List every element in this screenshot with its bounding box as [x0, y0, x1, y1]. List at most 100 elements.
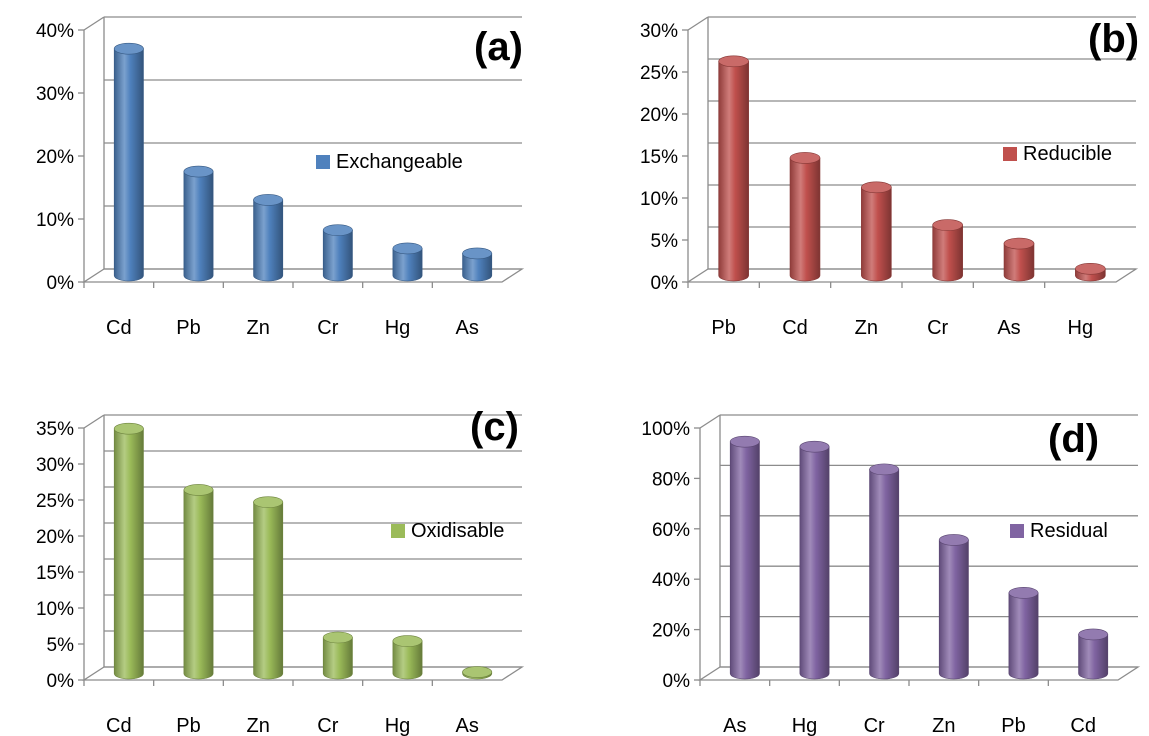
- x-tick-label: Cr: [317, 317, 338, 339]
- chart-floor: [81, 666, 525, 681]
- chart-floor: [685, 268, 1139, 283]
- bar-top-hg: [392, 635, 423, 647]
- bar-top-pb: [183, 484, 214, 496]
- y-axis-top-edge: [83, 414, 105, 429]
- y-tick-label: 10%: [640, 189, 678, 210]
- panel-label: (a): [474, 25, 523, 69]
- bar-cd: [1078, 634, 1109, 680]
- y-axis-top-edge: [83, 16, 105, 31]
- bar-top-hg: [392, 242, 423, 255]
- panel-label: (b): [1088, 17, 1139, 61]
- bar-as: [462, 253, 493, 282]
- y-tick-label: 60%: [652, 520, 690, 541]
- x-tick-label: Pb: [711, 317, 735, 339]
- bar-cr: [322, 229, 353, 282]
- bar-top-cr: [932, 219, 963, 231]
- bar-cd: [113, 428, 144, 680]
- x-tick-label: Cd: [106, 317, 132, 339]
- bar-zn: [253, 199, 284, 282]
- y-tick-label: 20%: [652, 621, 690, 642]
- bar-cr: [932, 224, 963, 282]
- x-tick-label: As: [723, 715, 746, 736]
- x-tick-label: Pb: [176, 317, 200, 339]
- bar-as: [1003, 243, 1035, 282]
- y-axis-top-edge: [699, 414, 721, 429]
- y-tick-label: 35%: [36, 419, 74, 440]
- x-tick-label: Zn: [246, 317, 269, 339]
- x-tick-label: Cr: [317, 715, 338, 736]
- bar-top-cd: [113, 422, 144, 435]
- y-tick-label: 0%: [651, 273, 679, 294]
- y-tick-label: 5%: [47, 635, 75, 656]
- y-tick-label: 30%: [640, 21, 678, 42]
- y-tick-label: 25%: [640, 63, 678, 84]
- x-tick-label: Zn: [855, 317, 878, 339]
- bar-pb: [183, 171, 214, 282]
- bar-as: [729, 441, 760, 680]
- bar-top-zn: [938, 534, 969, 546]
- bar-top-hg: [1075, 262, 1106, 275]
- x-tick-label: Pb: [1001, 715, 1025, 736]
- x-tick-label: Cd: [782, 317, 808, 339]
- y-tick-label: 5%: [651, 231, 679, 252]
- bar-pb: [183, 489, 214, 680]
- bar-cr: [869, 469, 900, 680]
- chart-panel-1: 0% 10% 20% 30% 40% Cd Pb Zn Cr Hg As Exchangeable (a…: [36, 16, 525, 339]
- x-tick-label: Hg: [792, 715, 818, 736]
- x-tick-label: Zn: [932, 715, 955, 736]
- chart-floor: [81, 268, 525, 283]
- chart-panel-3: 0% 5% 10% 15% 20% 25% 30% 35% Cd Pb Zn Cr Hg As Oxidis…: [36, 405, 525, 736]
- bar-top-zn: [253, 194, 284, 206]
- y-tick-label: 15%: [640, 147, 678, 168]
- y-tick-label: 10%: [36, 210, 74, 231]
- y-tick-label: 20%: [36, 147, 74, 168]
- bar-pb: [718, 61, 749, 282]
- legend-swatch: [1003, 147, 1017, 161]
- panel-label: (c): [470, 405, 519, 449]
- y-tick-label: 0%: [47, 671, 75, 692]
- legend-label: Residual: [1030, 520, 1108, 542]
- y-tick-label: 40%: [652, 570, 690, 591]
- x-tick-label: As: [997, 317, 1020, 339]
- x-tick-label: Hg: [385, 715, 411, 736]
- bar-top-as: [462, 666, 493, 678]
- bar-hg: [392, 248, 423, 282]
- x-tick-label: Pb: [176, 715, 200, 736]
- y-tick-label: 30%: [36, 455, 74, 476]
- y-tick-label: 10%: [36, 599, 74, 620]
- bar-top-cr: [322, 224, 353, 236]
- chart-floor: [697, 666, 1141, 681]
- x-tick-label: As: [455, 715, 478, 736]
- x-tick-label: Cr: [864, 715, 885, 736]
- y-tick-label: 40%: [36, 21, 74, 42]
- bar-top-cd: [1078, 628, 1109, 641]
- bar-top-cr: [869, 463, 900, 476]
- bar-zn: [253, 501, 284, 680]
- x-tick-label: Zn: [246, 715, 269, 736]
- bar-zn: [938, 539, 969, 680]
- x-tick-label: Cd: [1070, 715, 1096, 736]
- legend-swatch: [391, 524, 405, 538]
- panel-label: (d): [1048, 417, 1099, 461]
- legend-label: Oxidisable: [411, 520, 504, 542]
- y-axis-top-edge: [687, 16, 709, 31]
- bar-top-hg: [799, 440, 830, 453]
- chart-panel-4: 0% 20% 40% 60% 80% 100% As Hg Cr Zn Pb Cd Residual (d…: [641, 414, 1141, 736]
- bar-top-pb: [718, 55, 749, 68]
- bar-top-cd: [113, 42, 144, 55]
- bar-hg: [799, 446, 830, 680]
- x-tick-label: As: [455, 317, 478, 339]
- bar-top-pb: [1008, 587, 1039, 599]
- y-tick-label: 100%: [641, 419, 690, 440]
- bar-top-cr: [322, 631, 353, 644]
- x-tick-label: Hg: [385, 317, 411, 339]
- y-tick-label: 25%: [36, 491, 74, 512]
- bar-top-cd: [789, 152, 821, 164]
- bar-top-as: [729, 435, 760, 448]
- bar-top-pb: [183, 165, 214, 178]
- y-tick-label: 20%: [36, 527, 74, 548]
- y-tick-label: 80%: [652, 469, 690, 490]
- x-tick-label: Cr: [927, 317, 948, 339]
- x-tick-label: Cd: [106, 715, 132, 736]
- bar-cr: [322, 637, 353, 680]
